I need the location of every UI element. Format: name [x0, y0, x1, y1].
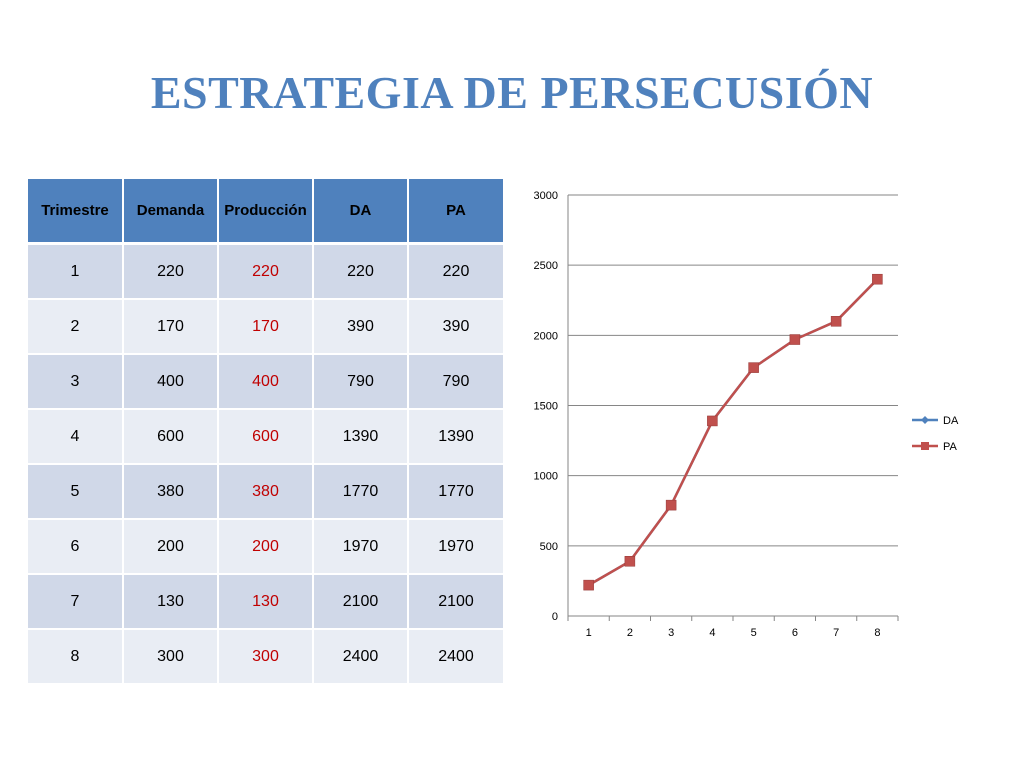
y-tick-label: 2500 [534, 260, 558, 272]
x-tick-label: 7 [833, 627, 839, 639]
table-row: 6 200 200 1970 1970 [28, 519, 503, 575]
cell-produccion: 300 [218, 629, 314, 685]
y-tick-label: 0 [552, 611, 558, 623]
cell-pa: 390 [408, 299, 503, 355]
table-row: 3 400 400 790 790 [28, 354, 503, 410]
data-table: Trimestre Demanda Producción DA PA 1 220… [28, 179, 503, 685]
cell-pa: 1970 [408, 519, 503, 575]
cell-pa: 2100 [408, 574, 503, 630]
slide-title: ESTRATEGIA DE PERSECUSIÓN [150, 67, 874, 118]
cell-demanda: 300 [123, 629, 219, 685]
table-row: 8 300 300 2400 2400 [28, 629, 503, 685]
legend-label-da: DA [943, 415, 959, 427]
data-point-pa [624, 556, 636, 567]
header-trimestre: Trimestre [28, 179, 124, 245]
cell-trimestre: 4 [28, 409, 124, 465]
x-tick-label: 5 [751, 627, 757, 639]
cell-trimestre: 1 [28, 243, 124, 300]
y-tick-label: 2000 [534, 330, 558, 342]
data-point-pa [665, 499, 677, 511]
table-row: 7 130 130 2100 2100 [28, 574, 503, 630]
cell-da: 2400 [313, 629, 409, 685]
table-row: 5 380 380 1770 1770 [28, 464, 503, 520]
table-row: 2 170 170 390 390 [28, 299, 503, 355]
data-point-pa [748, 362, 759, 373]
x-tick-label: 1 [586, 627, 592, 639]
legend-marker-pa [921, 442, 929, 450]
table-header-row: Trimestre Demanda Producción DA PA [28, 179, 503, 245]
x-tick-label: 2 [627, 627, 633, 639]
cell-da: 220 [313, 243, 409, 300]
y-tick-label: 1000 [534, 471, 558, 483]
cell-produccion: 130 [218, 574, 314, 630]
cell-trimestre: 6 [28, 519, 124, 575]
cell-demanda: 380 [123, 464, 219, 520]
cell-da: 2100 [313, 574, 409, 630]
cell-produccion: 400 [218, 354, 314, 410]
cell-produccion: 200 [218, 519, 314, 575]
x-tick-label: 8 [874, 627, 880, 639]
header-pa: PA [408, 179, 503, 245]
cell-produccion: 220 [218, 243, 314, 300]
cell-trimestre: 5 [28, 464, 124, 520]
legend-label-pa: PA [943, 441, 958, 453]
cell-da: 1970 [313, 519, 409, 575]
cell-pa: 1770 [408, 464, 503, 520]
series-line-pa [587, 278, 879, 587]
cell-produccion: 170 [218, 299, 314, 355]
cell-demanda: 170 [123, 299, 219, 355]
x-tick-label: 4 [709, 627, 715, 639]
x-tick-label: 3 [668, 627, 674, 639]
cell-pa: 790 [408, 354, 503, 410]
cell-pa: 2400 [408, 629, 503, 685]
cell-demanda: 130 [123, 574, 219, 630]
table-row: 4 600 600 1390 1390 [28, 409, 503, 465]
cell-demanda: 400 [123, 354, 219, 410]
y-tick-label: 500 [540, 541, 558, 553]
y-tick-label: 1500 [534, 401, 558, 413]
line-chart: 0 500 1000 1500 2000 2500 3000 1 2 3 4 5 6 7 8 DA PA [534, 190, 959, 639]
y-tick-label: 3000 [534, 190, 558, 202]
cell-da: 790 [313, 354, 409, 410]
cell-trimestre: 2 [28, 299, 124, 355]
data-point-pa [830, 316, 842, 327]
cell-trimestre: 8 [28, 629, 124, 685]
cell-da: 390 [313, 299, 409, 355]
cell-trimestre: 3 [28, 354, 124, 410]
data-point-pa [872, 273, 883, 285]
cell-demanda: 220 [123, 243, 219, 300]
data-point-pa [707, 415, 718, 427]
header-demanda: Demanda [123, 179, 219, 245]
cell-da: 1770 [313, 464, 409, 520]
cell-trimestre: 7 [28, 574, 124, 630]
cell-demanda: 200 [123, 519, 219, 575]
legend-marker-da [921, 416, 929, 424]
cell-da: 1390 [313, 409, 409, 465]
header-da: DA [313, 179, 409, 245]
table-row: 1 220 220 220 220 [28, 243, 503, 300]
cell-produccion: 380 [218, 464, 314, 520]
x-tick-label: 6 [792, 627, 798, 639]
cell-demanda: 600 [123, 409, 219, 465]
cell-produccion: 600 [218, 409, 314, 465]
data-point-pa [789, 334, 801, 345]
cell-pa: 1390 [408, 409, 503, 465]
cell-pa: 220 [408, 243, 503, 300]
header-produccion: Producción [218, 179, 314, 245]
data-point-pa [583, 579, 594, 591]
